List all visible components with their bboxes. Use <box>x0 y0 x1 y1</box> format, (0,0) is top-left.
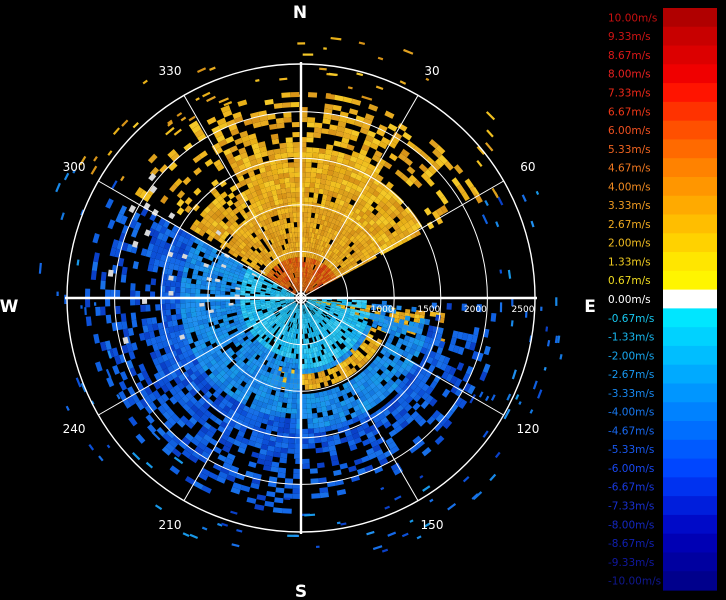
azimuth-label: 150 <box>421 518 444 532</box>
legend-swatch <box>663 64 717 84</box>
legend-swatch <box>663 139 717 159</box>
cardinal-east-label: E <box>584 297 596 317</box>
legend-swatch <box>663 533 717 554</box>
azimuth-label: 300 <box>63 160 86 174</box>
range-azimuth-grid <box>65 62 537 534</box>
legend-label: -0.67m/s <box>608 313 654 325</box>
legend-swatch <box>663 158 717 178</box>
legend-label: 4.00m/s <box>608 181 651 193</box>
legend-swatch <box>663 176 717 197</box>
azimuth-label: 330 <box>159 64 182 78</box>
legend-swatch <box>663 45 717 65</box>
legend-color-bar <box>663 8 717 591</box>
legend-swatch <box>663 289 717 309</box>
legend-swatch <box>663 101 717 122</box>
velocity-color-legend: 10.00m/s 9.33m/s 8.67m/s 8.00m/s 7.33m/s 6.67… <box>600 0 726 600</box>
legend-label: 2.00m/s <box>608 238 651 250</box>
legend-label: 0.00m/s <box>608 294 651 306</box>
azimuth-spoke <box>300 297 419 501</box>
legend-label: 4.67m/s <box>608 163 651 175</box>
legend-label: 6.67m/s <box>608 106 651 118</box>
legend-swatch <box>663 477 717 497</box>
azimuth-label: 60 <box>520 160 535 174</box>
legend-label: -6.67m/s <box>608 482 654 494</box>
legend-swatch <box>663 364 717 385</box>
legend-swatch <box>663 439 717 460</box>
legend-swatch <box>663 308 717 328</box>
cardinal-south-label: S <box>295 582 307 600</box>
legend-swatch <box>663 402 717 422</box>
azimuth-label: 120 <box>516 422 539 436</box>
legend-swatch <box>663 233 717 253</box>
legend-label: 3.33m/s <box>608 200 651 212</box>
legend-label: -8.67m/s <box>608 538 654 550</box>
legend-label: -4.00m/s <box>608 407 654 419</box>
legend-label: -7.33m/s <box>608 501 654 513</box>
legend-label: -2.00m/s <box>608 350 654 362</box>
cardinal-north-label: N <box>293 3 307 23</box>
legend-swatch <box>663 571 717 591</box>
azimuth-spoke <box>300 180 504 299</box>
range-ring-label: 1000 <box>371 305 394 315</box>
legend-label: 10.00m/s <box>608 12 657 24</box>
grid-labels: N S E W 30 60 120 150 210 240 300 330 1000 1500 20… <box>0 3 596 600</box>
legend-label: 7.33m/s <box>608 87 651 99</box>
legend-label: -1.33m/s <box>608 332 654 344</box>
legend-label: -2.67m/s <box>608 369 654 381</box>
legend-labels: 10.00m/s 9.33m/s 8.67m/s 8.00m/s 7.33m/s 6.67… <box>608 12 661 587</box>
azimuth-spoke <box>98 297 302 416</box>
legend-label: 1.33m/s <box>608 256 651 268</box>
legend-swatch <box>663 496 717 516</box>
legend-label: -5.33m/s <box>608 444 654 456</box>
legend-swatch <box>663 514 717 535</box>
legend-label: 8.00m/s <box>608 69 651 81</box>
legend-label: -3.33m/s <box>608 388 654 400</box>
legend-label: 9.33m/s <box>608 31 651 43</box>
legend-swatch <box>663 345 717 366</box>
legend-swatch <box>663 421 717 441</box>
legend-label: -4.67m/s <box>608 425 654 437</box>
legend-swatch <box>663 120 717 141</box>
legend-label: -9.33m/s <box>608 557 654 569</box>
legend-label: 6.00m/s <box>608 125 651 137</box>
legend-swatch <box>663 214 717 234</box>
azimuth-spoke <box>183 95 302 299</box>
velocity-echo-layer <box>38 36 563 553</box>
legend-label: 8.67m/s <box>608 50 651 62</box>
legend-label: 2.67m/s <box>608 219 651 231</box>
azimuth-label: 240 <box>63 422 86 436</box>
legend-swatch <box>663 195 717 216</box>
azimuth-label: 210 <box>159 518 182 532</box>
azimuth-spoke <box>300 95 419 299</box>
cardinal-west-label: W <box>0 297 19 317</box>
legend-label: -8.00m/s <box>608 519 654 531</box>
legend-swatch <box>663 252 717 272</box>
legend-label: -10.00m/s <box>608 576 661 588</box>
legend-swatch <box>663 552 717 572</box>
azimuth-spoke <box>98 180 302 299</box>
range-ring-label: 2000 <box>464 305 487 315</box>
legend-swatch <box>663 383 717 403</box>
legend-label: 0.67m/s <box>608 275 651 287</box>
legend-swatch <box>663 327 717 347</box>
range-ring-label: 1500 <box>417 305 440 315</box>
legend-swatch <box>663 270 717 291</box>
legend-swatch <box>663 458 717 478</box>
legend-swatch <box>663 83 717 103</box>
azimuth-label: 30 <box>424 64 439 78</box>
legend-label: 5.33m/s <box>608 144 651 156</box>
range-ring-label: 2500 <box>512 305 535 315</box>
legend-swatch <box>663 26 717 47</box>
legend-label: -6.00m/s <box>608 463 654 475</box>
radar-ppi-display[interactable]: N S E W 30 60 120 150 210 240 300 330 1000 1500 20… <box>0 0 600 600</box>
legend-swatch <box>663 8 717 28</box>
azimuth-spoke <box>300 297 504 416</box>
azimuth-spoke <box>183 297 302 501</box>
